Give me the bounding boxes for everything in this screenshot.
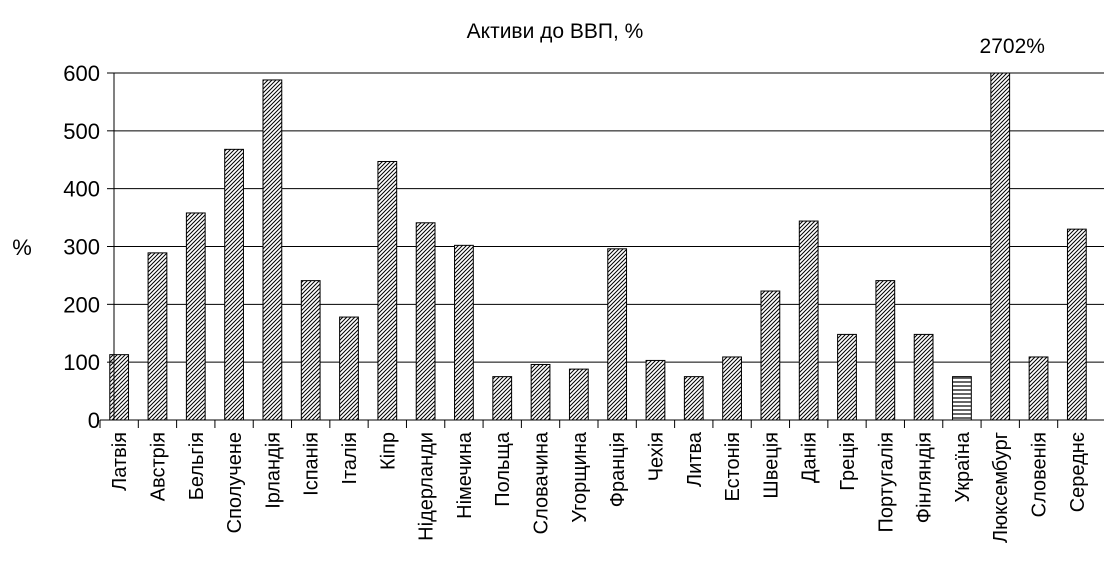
bar-22 (914, 334, 933, 420)
bar-8 (378, 161, 397, 420)
x-tick-label: Латвія (109, 432, 131, 491)
bar-9 (416, 223, 435, 420)
bar-2 (148, 253, 167, 420)
y-tick-label: 600 (63, 61, 100, 86)
bar-12 (531, 364, 550, 420)
bar-26 (1067, 229, 1086, 420)
y-tick-label: 300 (63, 235, 100, 260)
bar-18 (761, 291, 780, 420)
bar-13 (569, 369, 588, 420)
x-tick-label: Кіпр (377, 432, 399, 470)
data-label-annotation: 2702% (980, 35, 1045, 58)
x-tick-label: Фінляндія (914, 432, 936, 523)
x-tick-label: Угорщина (569, 431, 591, 523)
bar-24 (991, 73, 1010, 420)
x-tick-label: Португалія (875, 432, 897, 533)
bar-25 (1029, 357, 1048, 420)
y-axis-label: % (12, 235, 32, 260)
bar-17 (723, 357, 742, 420)
x-tick-label: Середнє (1067, 432, 1089, 512)
bar-7 (340, 317, 359, 420)
y-tick-label: 0 (88, 408, 100, 433)
bar-23 (953, 377, 972, 420)
x-tick-label: Німечина (454, 431, 476, 519)
x-tick-label: Данія (799, 432, 821, 483)
x-tick-label: Словенія (1029, 432, 1051, 517)
bar-20 (838, 334, 857, 420)
x-tick-label: Ірландія (262, 432, 284, 509)
bar-21 (876, 281, 895, 420)
x-tick-label: Швеція (760, 432, 782, 499)
y-tick-label: 500 (63, 119, 100, 144)
bar-11 (493, 377, 512, 420)
bar-10 (455, 245, 474, 420)
x-tick-label: Польща (492, 431, 514, 507)
x-tick-label: Словачина (531, 431, 553, 534)
chart-title: Активи до ВВП, % (467, 20, 644, 43)
bar-15 (646, 360, 665, 420)
x-tick-label: Сполучене (224, 432, 246, 533)
bar-5 (263, 80, 282, 420)
x-tick-label: Естонія (722, 432, 744, 502)
x-tick-label: Литва (684, 431, 706, 487)
bar-6 (301, 281, 320, 420)
x-tick-label: Іспанія (301, 432, 323, 496)
bar-14 (608, 249, 627, 420)
x-tick-label: Австрія (147, 432, 169, 501)
x-tick-label: Бельгія (186, 432, 208, 500)
x-tick-label: Люксембург (990, 432, 1012, 543)
bar-4 (225, 149, 244, 420)
y-tick-label: 400 (63, 177, 100, 202)
bar-16 (684, 377, 703, 420)
x-tick-label: Італія (339, 432, 361, 485)
x-tick-label: Чехія (645, 432, 667, 481)
bar-19 (799, 221, 818, 420)
y-tick-label: 200 (63, 292, 100, 317)
bar-3 (186, 213, 205, 420)
x-tick-label: Україна (952, 431, 974, 502)
y-tick-label: 100 (63, 350, 100, 375)
x-tick-label: Нідерланди (416, 432, 438, 541)
x-tick-label: Франція (607, 432, 629, 507)
x-tick-label: Греція (837, 432, 859, 491)
bar-1 (110, 355, 129, 420)
